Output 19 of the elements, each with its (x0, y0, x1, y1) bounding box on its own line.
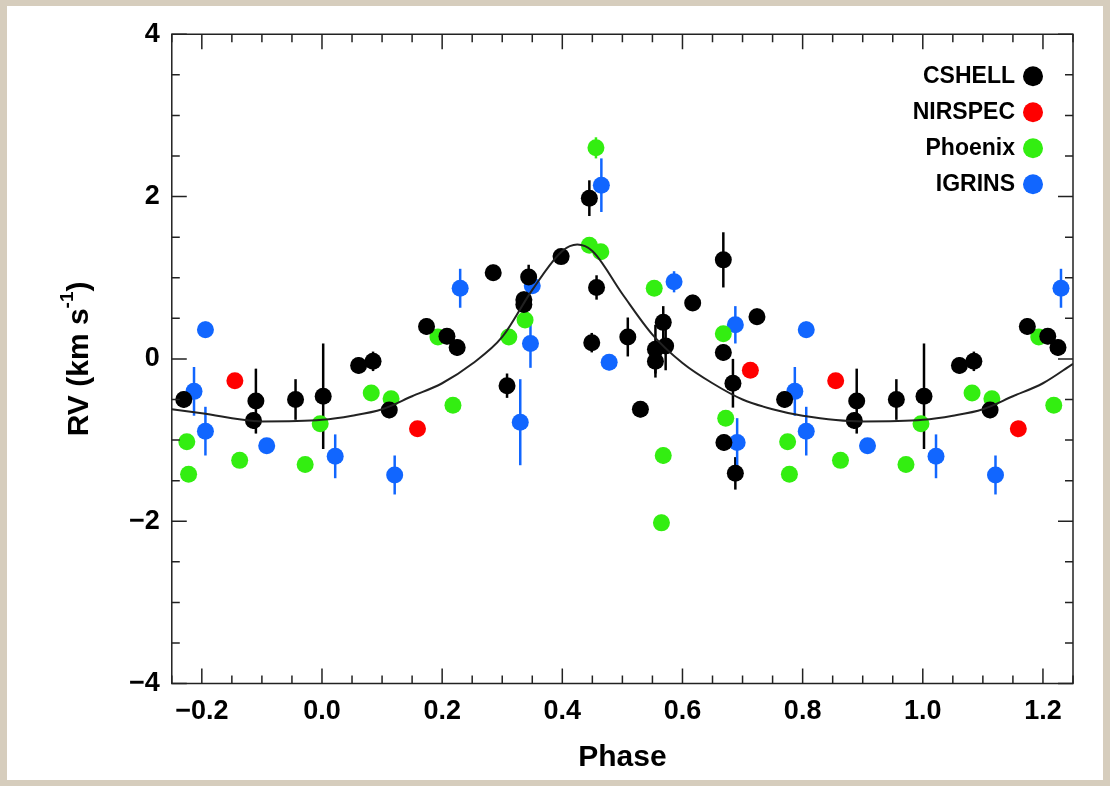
y-tick-label: 4 (144, 17, 160, 48)
y-tick-label: 2 (144, 180, 160, 210)
y-tick-label: −4 (128, 667, 160, 698)
x-tick-label: −0.2 (175, 695, 229, 726)
y-tick-label: −2 (128, 504, 160, 535)
legend-label: Phoenix (925, 133, 1016, 160)
x-tick-label: 0.8 (783, 695, 822, 726)
x-tick-label: 0.2 (423, 695, 461, 726)
x-axis-title: Phase (578, 739, 667, 773)
y-axis-title: RV (km s-1) (56, 281, 95, 437)
y-tick-label: 0 (144, 342, 160, 373)
legend-label: NIRSPEC (912, 97, 1015, 124)
legend-label: CSHELL (923, 61, 1015, 88)
x-tick-label: 0.4 (543, 695, 582, 726)
x-tick-label: 1.2 (1024, 695, 1062, 726)
x-tick-label: 0.0 (303, 695, 341, 726)
x-tick-label: 0.6 (663, 695, 702, 726)
x-tick-label: 1.0 (904, 695, 942, 726)
legend-label: IGRINS (935, 169, 1015, 196)
